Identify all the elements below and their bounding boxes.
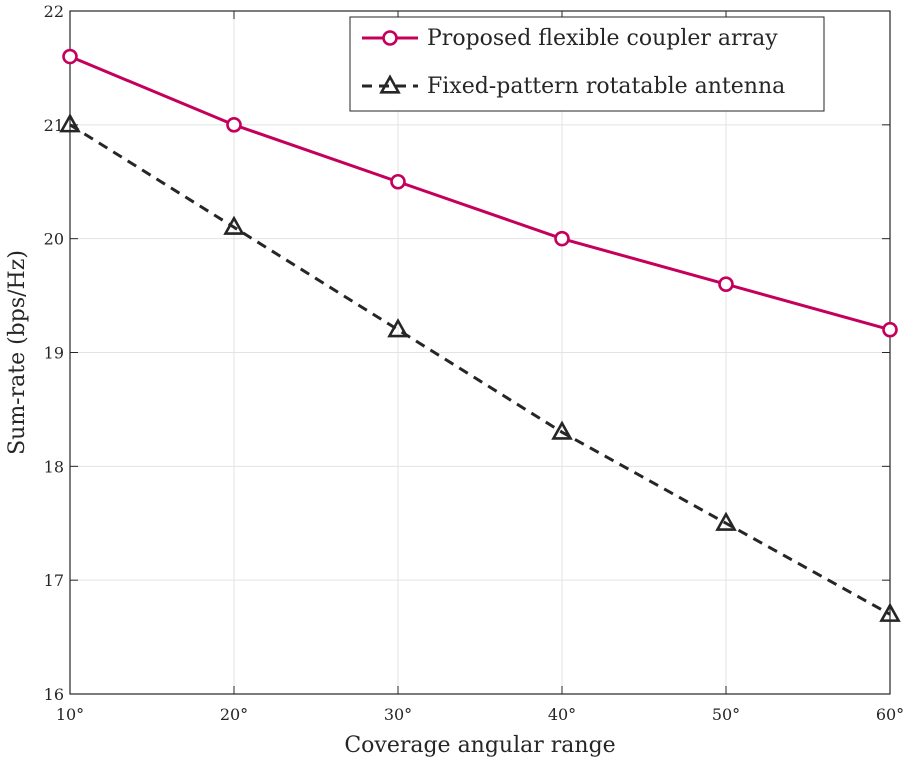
series-1 xyxy=(62,48,898,338)
y-tick-label: 17 xyxy=(44,571,64,590)
x-tick-label: 20° xyxy=(220,705,248,724)
series-line xyxy=(69,123,891,616)
y-tick-label: 18 xyxy=(44,457,64,476)
series-2 xyxy=(59,113,901,622)
x-axis-label: Coverage angular range xyxy=(344,733,615,758)
x-tick-label: 60° xyxy=(876,705,904,724)
circle-marker xyxy=(718,276,734,293)
legend-marker-1 xyxy=(382,30,398,46)
triangle-marker xyxy=(223,215,245,235)
series-line xyxy=(69,55,891,332)
circle-marker xyxy=(390,173,406,190)
circle-marker xyxy=(554,230,570,247)
triangle-marker xyxy=(551,420,573,440)
y-axis-label: Sum-rate (bps/Hz) xyxy=(5,250,30,455)
legend-label-1: Proposed flexible coupler array xyxy=(427,26,778,51)
y-tick-label: 19 xyxy=(44,344,64,363)
y-tick-label: 16 xyxy=(44,685,64,704)
axis-ticks: 10° 20° 30° 40° 50° 60° 16 17 18 19 20 21 22 xyxy=(44,2,905,724)
x-tick-label: 10° xyxy=(56,705,84,724)
y-tick-label: 22 xyxy=(44,2,64,21)
grid-lines xyxy=(69,10,891,695)
circle-marker xyxy=(882,321,898,338)
y-tick-label: 21 xyxy=(44,116,64,135)
legend-marker-2 xyxy=(379,74,401,94)
legend-label-2: Fixed-pattern rotatable antenna xyxy=(427,74,785,99)
legend-box xyxy=(349,16,825,112)
circle-marker xyxy=(226,117,242,133)
data-series xyxy=(59,48,901,622)
triangle-marker xyxy=(715,511,737,531)
x-tick-label: 30° xyxy=(384,705,412,724)
triangle-marker xyxy=(879,602,901,622)
triangle-marker xyxy=(387,318,409,338)
x-tick-label: 50° xyxy=(712,705,740,724)
circle-marker xyxy=(62,48,78,65)
triangle-marker xyxy=(59,113,81,133)
y-tick-label: 20 xyxy=(44,230,64,249)
legend: Proposed flexible coupler array Fixed-pat… xyxy=(349,16,825,112)
x-tick-label: 40° xyxy=(548,705,576,724)
